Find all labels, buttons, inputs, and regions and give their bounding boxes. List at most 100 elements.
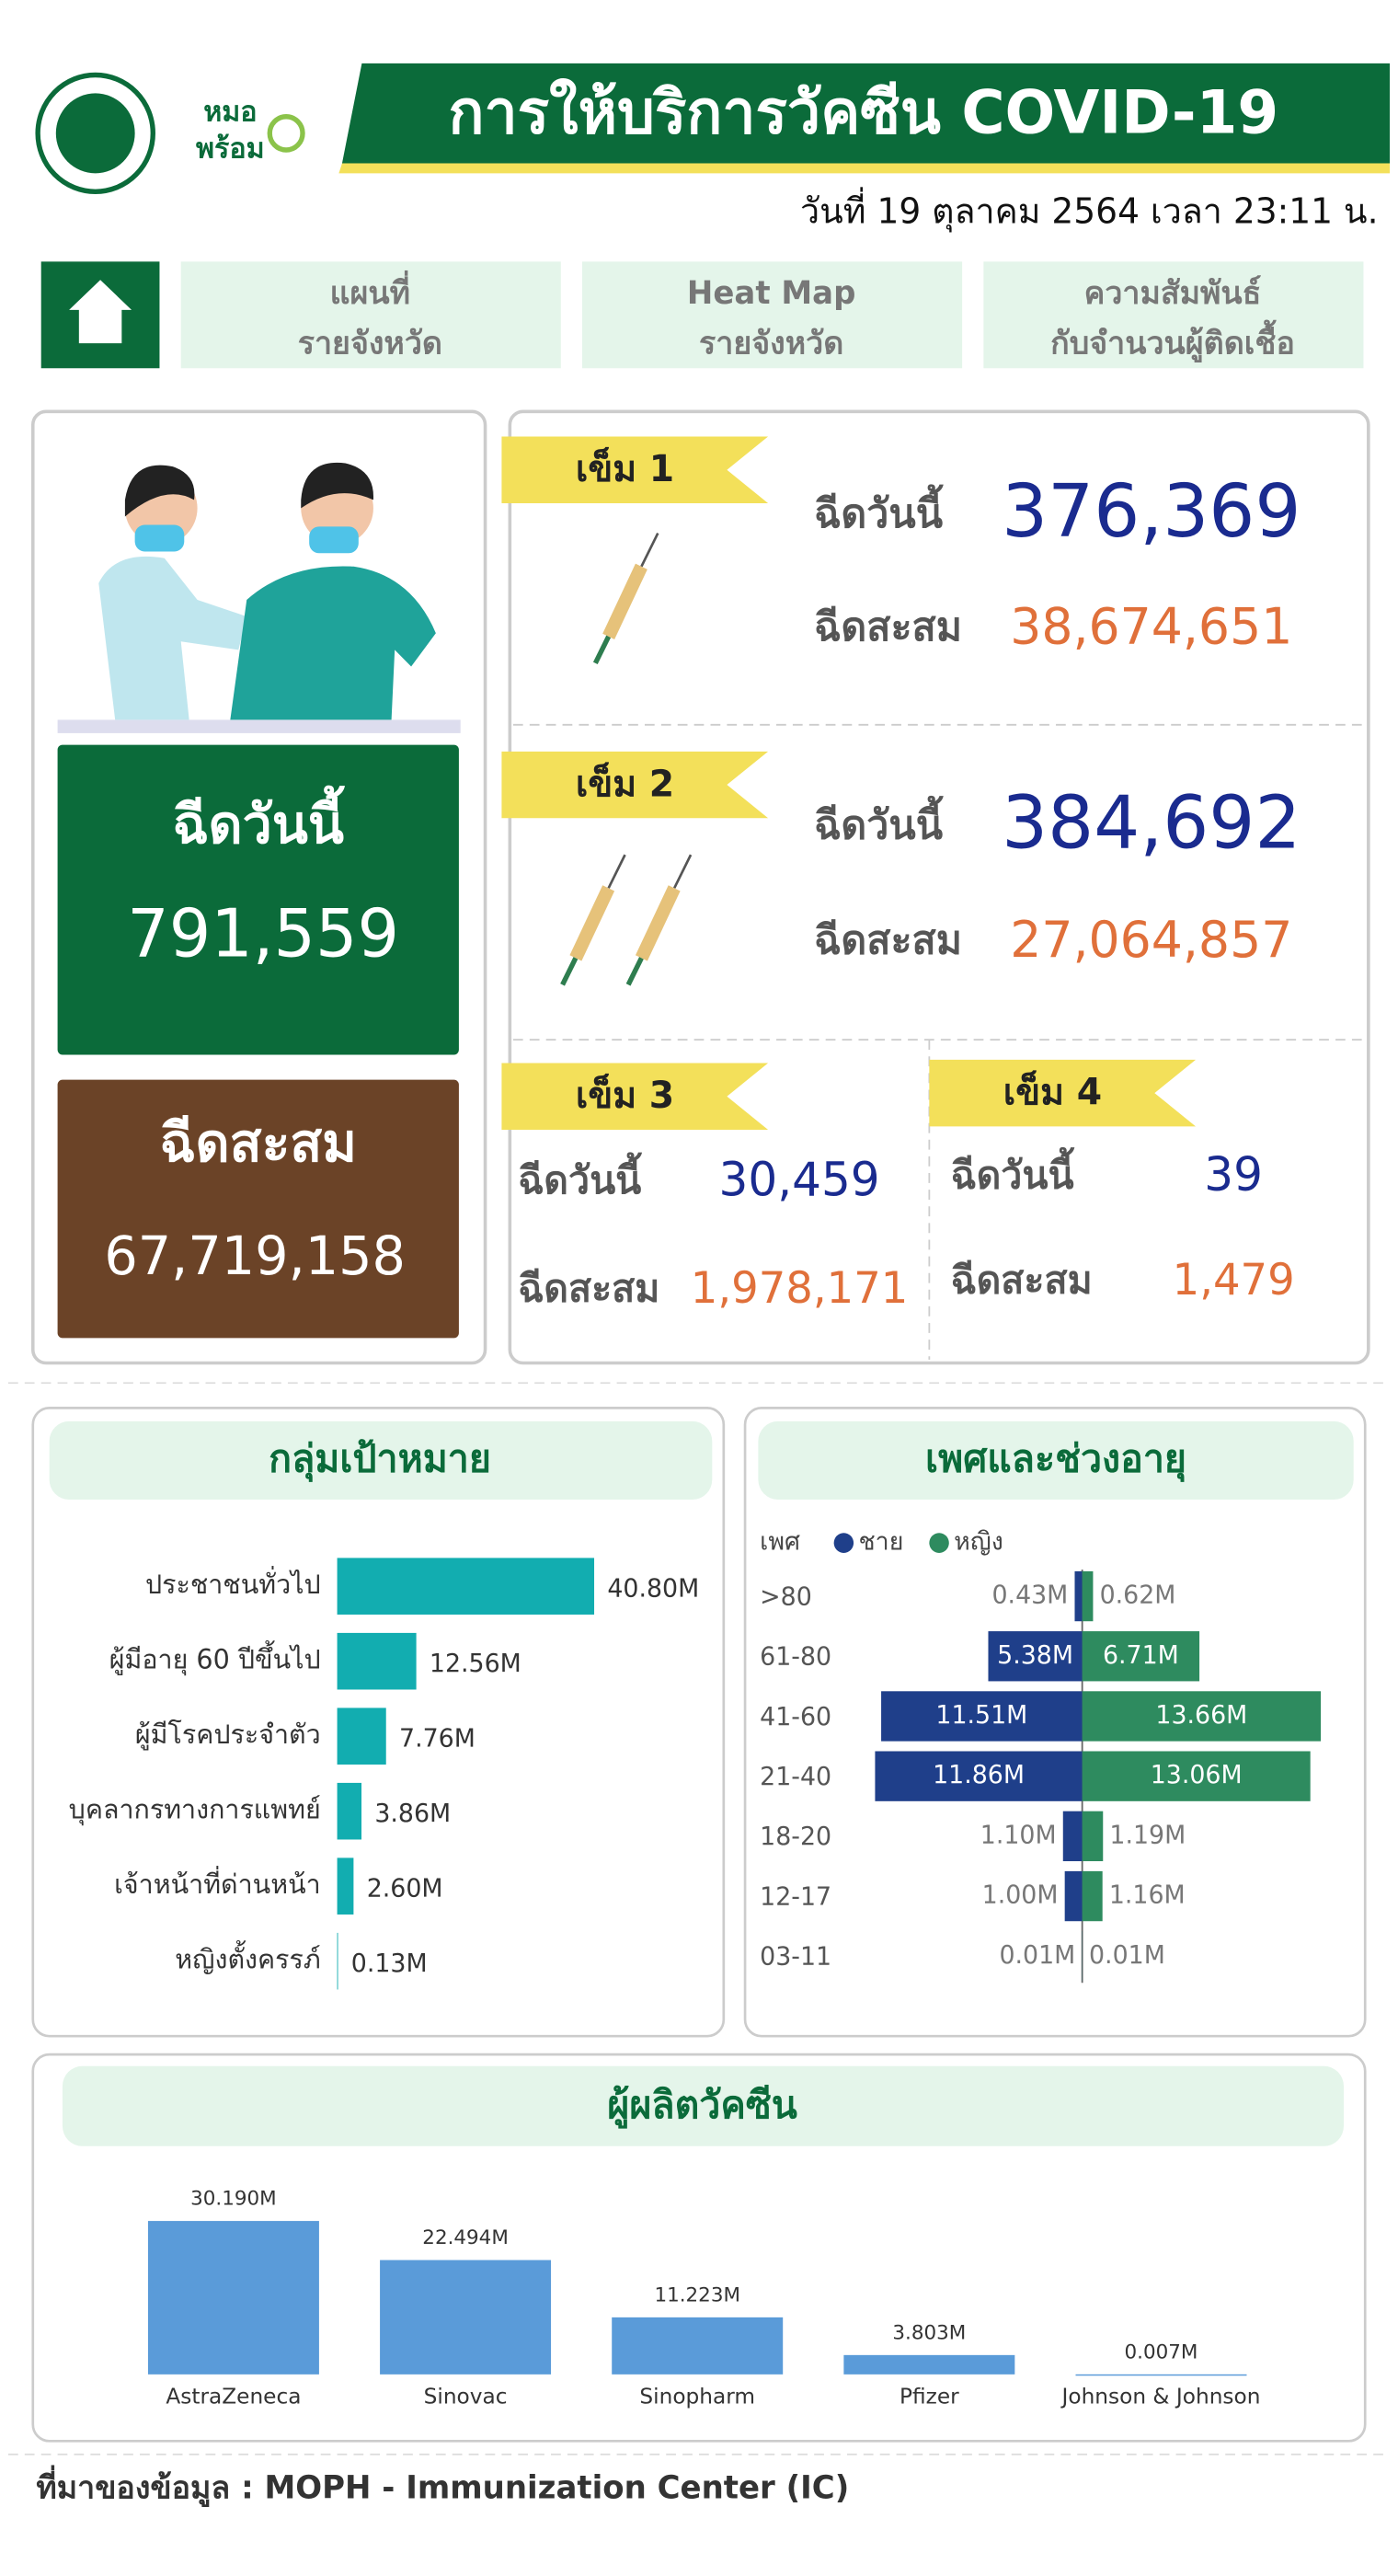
value-label: 0.62M: [1100, 1581, 1176, 1609]
legend-label: ชาย: [858, 1527, 903, 1556]
nav-text: รายจังหวัด: [298, 325, 442, 362]
bar: [988, 1631, 1083, 1682]
value-label: 12.56M: [430, 1650, 521, 1678]
value-label: 11.51M: [935, 1701, 1027, 1730]
today-value: 791,559: [127, 894, 399, 972]
bar: [337, 1632, 417, 1690]
card-header: [62, 2065, 1344, 2146]
nav-text: Heat Map: [687, 275, 856, 312]
logo-text: พร้อม: [196, 132, 265, 165]
category-label: AstraZeneca: [166, 2384, 301, 2409]
bar: [380, 2260, 552, 2375]
bar: [1082, 1570, 1094, 1622]
legend-dot: [833, 1533, 854, 1553]
value-label: 1.00M: [982, 1880, 1059, 1909]
patient-hair: [301, 462, 374, 509]
category-label: Sinovac: [424, 2384, 508, 2409]
floor: [57, 719, 461, 733]
total-label: ฉีดสะสม: [814, 604, 962, 650]
date: วันที่ 19 ตุลาคม 2564 เวลา 23:11 น.: [800, 187, 1378, 232]
dose-card: [508, 409, 1370, 1365]
illustration: [57, 462, 461, 733]
syringe-needle: [640, 532, 659, 568]
source: ที่มาของข้อมูล : MOPH - Immunization Cen…: [36, 2465, 849, 2507]
category-label: 03-11: [760, 1942, 831, 1971]
category-label: หญิงตั้งครรภ์: [175, 1940, 320, 1975]
maker-card: [31, 2053, 1367, 2443]
nav-text: กับจำนวนผู้ติดเชื้อ: [1050, 319, 1295, 362]
value-label: 3.803M: [892, 2321, 966, 2344]
today-value: 30,459: [719, 1152, 880, 1206]
bar: [147, 2221, 319, 2375]
nurse-hair: [124, 465, 195, 517]
value-label: 5.38M: [997, 1641, 1073, 1670]
bar: [1082, 1631, 1200, 1682]
today-label: ฉีดวันนี้: [814, 484, 944, 537]
bar: [1062, 1811, 1083, 1862]
title-strip: [338, 163, 1391, 174]
value-label: 11.223M: [654, 2283, 740, 2306]
value-label: 11.86M: [933, 1761, 1025, 1789]
category-label: เจ้าหน้าที่ด่านหน้า: [114, 1866, 321, 1900]
nav-button[interactable]: [983, 261, 1364, 369]
category-label: บุคลากรทางการแพทย์: [69, 1794, 321, 1826]
category-label: ผู้มีอายุ 60 ปีขึ้นไป: [109, 1640, 321, 1676]
value-label: 1.16M: [1109, 1880, 1186, 1909]
value-label: 22.494M: [422, 2226, 509, 2249]
patient-body: [230, 566, 436, 720]
syringe-plunger: [560, 957, 579, 986]
value-label: 2.60M: [367, 1874, 443, 1903]
today-value: 384,692: [1002, 780, 1301, 866]
value-label: 7.76M: [399, 1724, 476, 1753]
total-value: 67,719,158: [104, 1225, 406, 1287]
today-value: 39: [1204, 1147, 1263, 1202]
value-label: 13.66M: [1155, 1701, 1247, 1730]
bar: [843, 2354, 1015, 2375]
logo-icon: [267, 114, 305, 153]
dose-label: เข็ม 1: [576, 446, 674, 490]
category-label: >80: [760, 1582, 812, 1611]
today-label: ฉีดวันนี้: [814, 795, 944, 848]
bar: [1082, 1811, 1104, 1862]
today-label: ฉีดวันนี้: [518, 1152, 643, 1202]
syringe-barrel: [602, 563, 647, 639]
value-label: 13.06M: [1151, 1761, 1243, 1789]
legend-dot: [929, 1533, 949, 1553]
value-label: 0.43M: [991, 1581, 1068, 1609]
logo-text: หมอ: [203, 97, 257, 129]
bar: [337, 1558, 595, 1615]
card-header: [758, 1420, 1354, 1501]
bar: [881, 1691, 1083, 1742]
nav-button[interactable]: [582, 261, 963, 369]
total-label: ฉีดสะสม: [518, 1266, 659, 1310]
value-label: 30.190M: [190, 2187, 277, 2210]
mask: [134, 524, 185, 552]
nav-button[interactable]: [180, 261, 561, 369]
value-label: 0.01M: [999, 1941, 1075, 1970]
bar: [1074, 1570, 1083, 1622]
card-header: [49, 1420, 713, 1501]
dose-label: เข็ม 3: [576, 1073, 674, 1117]
dose-ribbon: [929, 1059, 1197, 1127]
ministry-logo-inner: [55, 93, 135, 174]
syringe-needle: [607, 854, 626, 889]
syringe-barrel: [569, 885, 615, 961]
mask: [309, 526, 359, 554]
today-label: ฉีดวันนี้: [951, 1146, 1076, 1197]
category-label: 41-60: [760, 1703, 831, 1731]
total-value: 1,479: [1173, 1256, 1295, 1305]
dose-ribbon: [501, 751, 769, 819]
syringe-needle: [672, 854, 693, 889]
bar: [612, 2317, 784, 2375]
syringe-plunger: [625, 957, 644, 986]
value-label: 1.19M: [1109, 1821, 1186, 1849]
total-label: ฉีดสะสม: [814, 917, 962, 963]
total-box: [57, 1079, 459, 1339]
total-label: ฉีดสะสม: [160, 1111, 357, 1173]
category-label: 61-80: [760, 1642, 831, 1671]
syringe-plunger: [592, 635, 612, 665]
bar: [1064, 1870, 1083, 1922]
value-label: 0.13M: [351, 1949, 428, 1978]
today-label: ฉีดวันนี้: [173, 785, 346, 855]
